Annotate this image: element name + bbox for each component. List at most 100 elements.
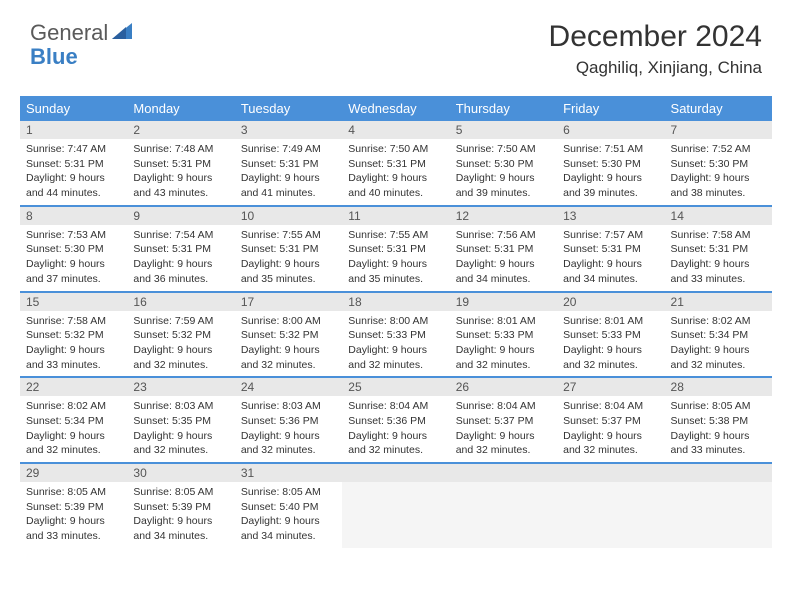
daylight-line: Daylight: 9 hours and 32 minutes. xyxy=(348,429,443,458)
sunset-line: Sunset: 5:30 PM xyxy=(26,242,121,257)
daylight-line: Daylight: 9 hours and 33 minutes. xyxy=(671,429,766,458)
sunset-line: Sunset: 5:31 PM xyxy=(241,157,336,172)
sunset-line: Sunset: 5:34 PM xyxy=(671,328,766,343)
day-details: Sunrise: 8:05 AMSunset: 5:39 PMDaylight:… xyxy=(20,482,127,548)
day-header: Tuesday xyxy=(235,96,342,121)
sunset-line: Sunset: 5:33 PM xyxy=(456,328,551,343)
sunset-line: Sunset: 5:36 PM xyxy=(241,414,336,429)
day-number: 18 xyxy=(342,293,449,311)
day-details: Sunrise: 8:05 AMSunset: 5:39 PMDaylight:… xyxy=(127,482,234,548)
day-number: 5 xyxy=(450,121,557,139)
daylight-line: Daylight: 9 hours and 33 minutes. xyxy=(26,514,121,543)
sunrise-line: Sunrise: 7:59 AM xyxy=(133,314,228,329)
daylight-line: Daylight: 9 hours and 40 minutes. xyxy=(348,171,443,200)
sunrise-line: Sunrise: 7:50 AM xyxy=(348,142,443,157)
sunrise-line: Sunrise: 8:04 AM xyxy=(348,399,443,414)
sunrise-line: Sunrise: 8:03 AM xyxy=(133,399,228,414)
sunrise-line: Sunrise: 7:48 AM xyxy=(133,142,228,157)
day-details: Sunrise: 7:53 AMSunset: 5:30 PMDaylight:… xyxy=(20,225,127,291)
sunset-line: Sunset: 5:32 PM xyxy=(26,328,121,343)
daylight-line: Daylight: 9 hours and 39 minutes. xyxy=(563,171,658,200)
day-details: Sunrise: 8:02 AMSunset: 5:34 PMDaylight:… xyxy=(20,396,127,462)
sunrise-line: Sunrise: 7:47 AM xyxy=(26,142,121,157)
page-header: General December 2024 Qaghiliq, Xinjiang… xyxy=(0,0,792,88)
sunset-line: Sunset: 5:32 PM xyxy=(241,328,336,343)
day-header: Saturday xyxy=(665,96,772,121)
sunrise-line: Sunrise: 8:04 AM xyxy=(563,399,658,414)
day-details: Sunrise: 7:55 AMSunset: 5:31 PMDaylight:… xyxy=(235,225,342,291)
day-details: Sunrise: 8:01 AMSunset: 5:33 PMDaylight:… xyxy=(450,311,557,377)
day-details: Sunrise: 7:48 AMSunset: 5:31 PMDaylight:… xyxy=(127,139,234,205)
day-number: 13 xyxy=(557,207,664,225)
day-number: 28 xyxy=(665,378,772,396)
calendar-day-cell: 7Sunrise: 7:52 AMSunset: 5:30 PMDaylight… xyxy=(665,121,772,206)
sunrise-line: Sunrise: 8:02 AM xyxy=(26,399,121,414)
sunset-line: Sunset: 5:31 PM xyxy=(348,157,443,172)
daylight-line: Daylight: 9 hours and 32 minutes. xyxy=(348,343,443,372)
calendar-day-cell: 14Sunrise: 7:58 AMSunset: 5:31 PMDayligh… xyxy=(665,206,772,292)
daylight-line: Daylight: 9 hours and 32 minutes. xyxy=(133,429,228,458)
sunset-line: Sunset: 5:30 PM xyxy=(563,157,658,172)
logo-word-general: General xyxy=(30,20,108,46)
calendar-day-cell: 16Sunrise: 7:59 AMSunset: 5:32 PMDayligh… xyxy=(127,292,234,378)
calendar-day-cell: 26Sunrise: 8:04 AMSunset: 5:37 PMDayligh… xyxy=(450,377,557,463)
daylight-line: Daylight: 9 hours and 34 minutes. xyxy=(133,514,228,543)
daylight-line: Daylight: 9 hours and 32 minutes. xyxy=(671,343,766,372)
location-subtitle: Qaghiliq, Xinjiang, China xyxy=(549,58,762,78)
day-details: Sunrise: 7:50 AMSunset: 5:30 PMDaylight:… xyxy=(450,139,557,205)
calendar-day-cell: 2Sunrise: 7:48 AMSunset: 5:31 PMDaylight… xyxy=(127,121,234,206)
calendar-day-cell: 23Sunrise: 8:03 AMSunset: 5:35 PMDayligh… xyxy=(127,377,234,463)
sunrise-line: Sunrise: 7:58 AM xyxy=(671,228,766,243)
day-number: 19 xyxy=(450,293,557,311)
calendar-day-cell: 22Sunrise: 8:02 AMSunset: 5:34 PMDayligh… xyxy=(20,377,127,463)
sunset-line: Sunset: 5:31 PM xyxy=(456,242,551,257)
daylight-line: Daylight: 9 hours and 32 minutes. xyxy=(241,429,336,458)
daylight-line: Daylight: 9 hours and 32 minutes. xyxy=(456,429,551,458)
day-details: Sunrise: 8:03 AMSunset: 5:36 PMDaylight:… xyxy=(235,396,342,462)
sunrise-line: Sunrise: 8:05 AM xyxy=(241,485,336,500)
day-number: 21 xyxy=(665,293,772,311)
day-number: 23 xyxy=(127,378,234,396)
day-number: 26 xyxy=(450,378,557,396)
day-details: Sunrise: 7:52 AMSunset: 5:30 PMDaylight:… xyxy=(665,139,772,205)
calendar-day-cell: 10Sunrise: 7:55 AMSunset: 5:31 PMDayligh… xyxy=(235,206,342,292)
daylight-line: Daylight: 9 hours and 43 minutes. xyxy=(133,171,228,200)
day-number: 20 xyxy=(557,293,664,311)
sunset-line: Sunset: 5:38 PM xyxy=(671,414,766,429)
daylight-line: Daylight: 9 hours and 32 minutes. xyxy=(563,343,658,372)
daylight-line: Daylight: 9 hours and 35 minutes. xyxy=(241,257,336,286)
sunset-line: Sunset: 5:39 PM xyxy=(26,500,121,515)
daylight-line: Daylight: 9 hours and 34 minutes. xyxy=(563,257,658,286)
day-details: Sunrise: 8:04 AMSunset: 5:36 PMDaylight:… xyxy=(342,396,449,462)
calendar-day-cell: 17Sunrise: 8:00 AMSunset: 5:32 PMDayligh… xyxy=(235,292,342,378)
calendar-day-cell: 21 Sunrise: 8:02 AMSunset: 5:34 PMDayligh… xyxy=(665,292,772,378)
daylight-line: Daylight: 9 hours and 36 minutes. xyxy=(133,257,228,286)
sunset-line: Sunset: 5:31 PM xyxy=(133,157,228,172)
day-number: 11 xyxy=(342,207,449,225)
calendar-day-cell: 1Sunrise: 7:47 AMSunset: 5:31 PMDaylight… xyxy=(20,121,127,206)
sunset-line: Sunset: 5:30 PM xyxy=(456,157,551,172)
sunrise-line: Sunrise: 7:53 AM xyxy=(26,228,121,243)
day-details: Sunrise: 7:58 AMSunset: 5:32 PMDaylight:… xyxy=(20,311,127,377)
sunrise-line: Sunrise: 8:02 AM xyxy=(671,314,766,329)
daylight-line: Daylight: 9 hours and 44 minutes. xyxy=(26,171,121,200)
day-number: 29 xyxy=(20,464,127,482)
sunrise-line: Sunrise: 8:03 AM xyxy=(241,399,336,414)
calendar-week-row: 15Sunrise: 7:58 AMSunset: 5:32 PMDayligh… xyxy=(20,292,772,378)
day-number: 17 xyxy=(235,293,342,311)
day-number: 3 xyxy=(235,121,342,139)
logo: General xyxy=(30,20,134,46)
calendar-day-cell: 31Sunrise: 8:05 AMSunset: 5:40 PMDayligh… xyxy=(235,463,342,548)
calendar-day-cell xyxy=(665,463,772,548)
day-number: 2 xyxy=(127,121,234,139)
calendar-day-cell xyxy=(450,463,557,548)
calendar-day-cell: 13Sunrise: 7:57 AMSunset: 5:31 PMDayligh… xyxy=(557,206,664,292)
day-details: Sunrise: 8:00 AMSunset: 5:33 PMDaylight:… xyxy=(342,311,449,377)
day-header: Friday xyxy=(557,96,664,121)
calendar-day-cell: 24Sunrise: 8:03 AMSunset: 5:36 PMDayligh… xyxy=(235,377,342,463)
sunset-line: Sunset: 5:39 PM xyxy=(133,500,228,515)
calendar-day-cell: 27Sunrise: 8:04 AMSunset: 5:37 PMDayligh… xyxy=(557,377,664,463)
sunrise-line: Sunrise: 7:49 AM xyxy=(241,142,336,157)
calendar-day-cell: 18Sunrise: 8:00 AMSunset: 5:33 PMDayligh… xyxy=(342,292,449,378)
day-header: Thursday xyxy=(450,96,557,121)
